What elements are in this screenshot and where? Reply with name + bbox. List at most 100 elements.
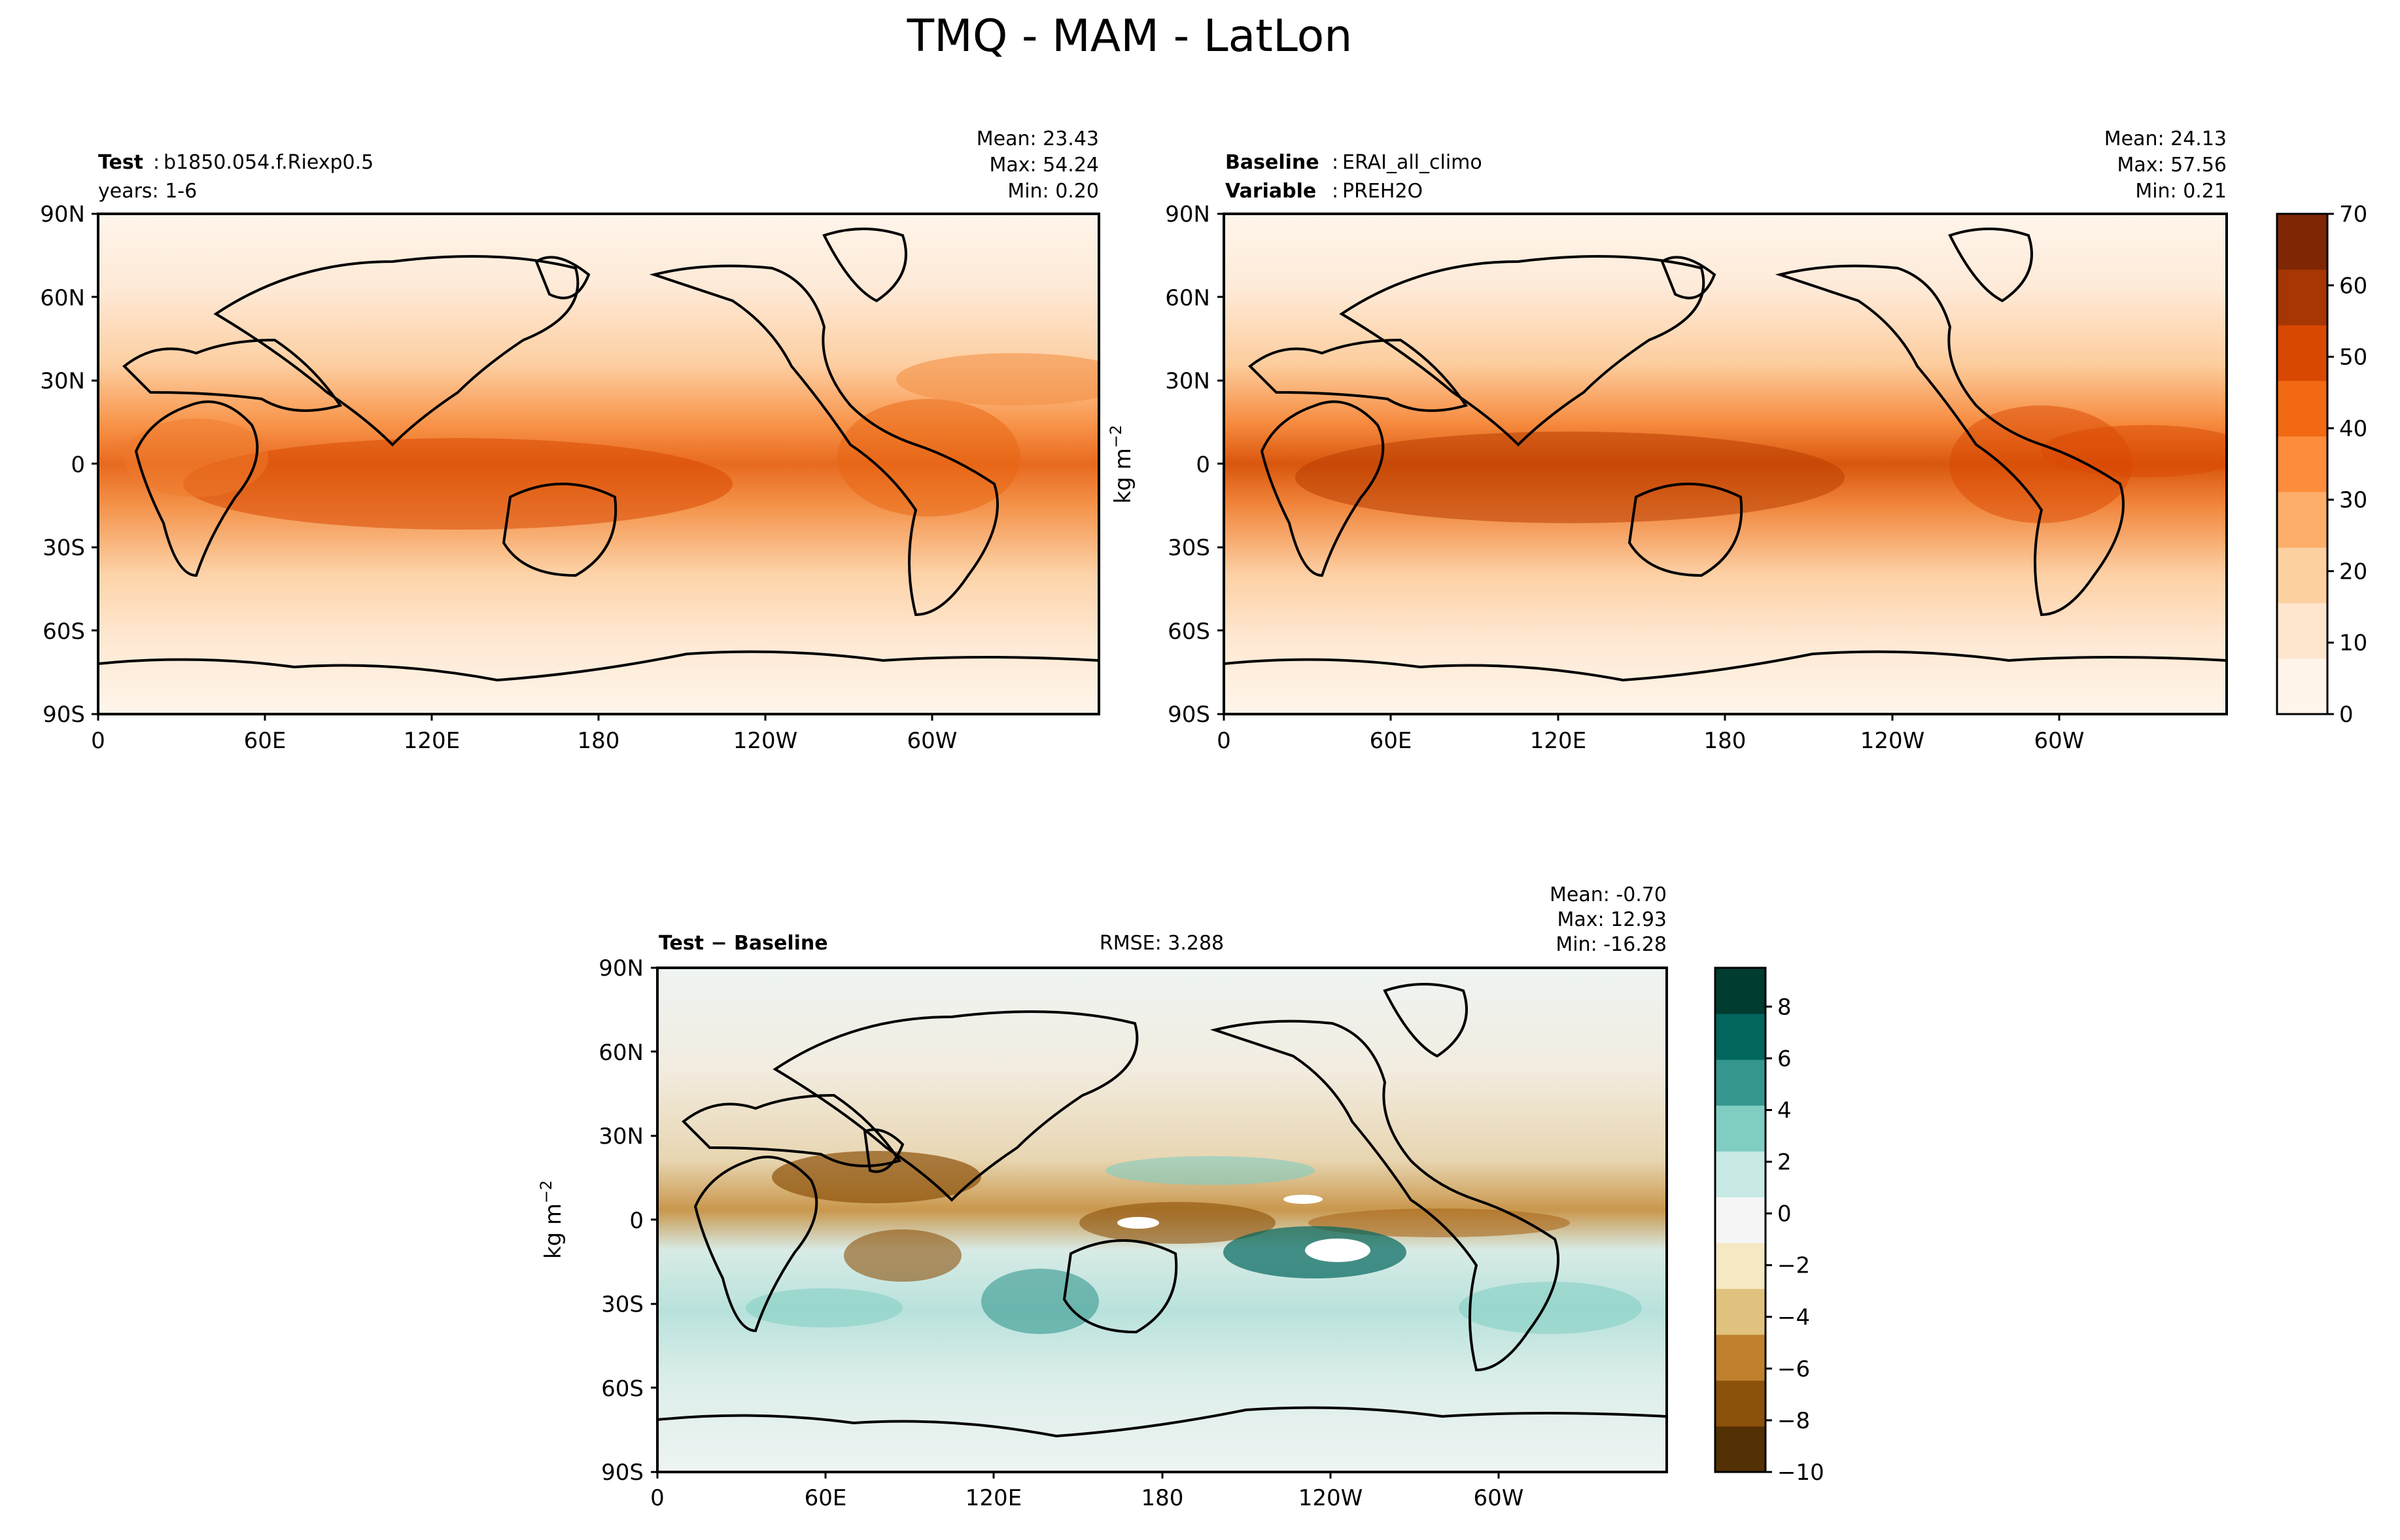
orange-colorbar-tick-label: 20: [2339, 558, 2367, 585]
test-min: Min: 0.20: [1007, 180, 1099, 203]
baseline-mean: Mean: 24.13: [2104, 128, 2227, 150]
diverging-colorbar-tick-label: 8: [1777, 994, 1792, 1020]
baseline-ylabel: kg m−2: [1107, 425, 1136, 504]
diverging-colorbar-band: [1715, 1242, 1765, 1290]
diverging-colorbar-tick-label: −6: [1777, 1356, 1810, 1382]
diverging-colorbar-tick-label: 6: [1777, 1046, 1792, 1072]
baseline-map-field: [1224, 214, 2227, 714]
variable-label-bold: Variable: [1225, 180, 1316, 203]
test-label-bold: Test: [98, 151, 143, 174]
test-ytick: 60N: [40, 285, 85, 311]
test-y-ticks: 90N 60N 30N 0 30S 60S 90S: [40, 201, 85, 728]
diverging-colorbar-band: [1715, 1288, 1765, 1335]
difference-label: Test − Baseline: [659, 932, 828, 955]
baseline-ytick: 90N: [1165, 201, 1210, 228]
difference-ytick: 60S: [601, 1376, 644, 1402]
diverging-colorbar-ticks: 8 6 4 2 0 −2 −4 −6 −8 −10: [1765, 994, 1824, 1486]
diverging-colorbar-band: [1715, 1334, 1765, 1381]
diverging-colorbar-band: [1715, 1059, 1765, 1106]
difference-ytick: 90S: [601, 1460, 644, 1486]
difference-ylabel-sup: −2: [537, 1180, 555, 1203]
difference-ytick: 30N: [599, 1123, 644, 1150]
diverging-colorbar-tick-label: 4: [1777, 1097, 1792, 1123]
figure-title: TMQ - MAM - LatLon: [907, 10, 1353, 62]
diverging-colorbar-band: [1715, 1197, 1765, 1244]
diverging-colorbar-tick-label: 2: [1777, 1150, 1792, 1176]
difference-xtick: 120E: [965, 1485, 1022, 1511]
orange-colorbar-band: [2277, 325, 2327, 381]
baseline-ytick: 60N: [1165, 285, 1210, 311]
orange-colorbar-tick-label: 30: [2339, 487, 2367, 513]
difference-x-ticks: 0 60E 120E 180 120W 60W: [650, 1485, 1523, 1511]
test-map-field: [98, 214, 1099, 714]
difference-xtick: 120W: [1298, 1485, 1363, 1511]
baseline-panel: Baseline : ERAI_all_climo Variable : PRE…: [1107, 128, 2228, 754]
diverging-colorbar-tick-label: −4: [1777, 1305, 1810, 1331]
baseline-x-ticks: 0 60E 120E 180 120W 60W: [1217, 728, 2084, 754]
variable-label-colon: :: [1332, 180, 1338, 203]
test-mean: Mean: 23.43: [977, 128, 1099, 150]
baseline-ytick: 0: [1196, 452, 1210, 478]
test-ytick: 0: [71, 452, 85, 478]
orange-colorbar-tick-label: 50: [2339, 345, 2367, 371]
diverging-colorbar: 8 6 4 2 0 −2 −4 −6 −8 −10: [1714, 967, 1824, 1486]
rmse-label: RMSE: 3.288: [1100, 932, 1224, 955]
baseline-xtick: 60W: [2034, 728, 2085, 754]
difference-ylabel: kg m−2: [537, 1180, 566, 1259]
orange-colorbar-band: [2277, 492, 2327, 548]
diverging-colorbar-tick-label: −2: [1777, 1253, 1810, 1279]
orange-colorbar: 0 10 20 30 40 50 60 70: [2276, 201, 2367, 728]
test-x-ticks: 0 60E 120E 180 120W 60W: [91, 728, 957, 754]
test-xtick: 120E: [404, 728, 460, 754]
diverging-colorbar-band: [1715, 1151, 1765, 1197]
baseline-y-ticks: 90N 60N 30N 0 30S 60S 90S: [1165, 201, 1210, 728]
baseline-label-colon: :: [1332, 151, 1338, 174]
orange-colorbar-band: [2277, 547, 2327, 604]
test-years: years: 1-6: [98, 180, 197, 203]
baseline-ytick: 90S: [1168, 702, 1210, 728]
diverging-colorbar-band: [1715, 1380, 1765, 1427]
orange-colorbar-band: [2277, 214, 2327, 270]
test-xtick: 60W: [907, 728, 958, 754]
difference-ytick: 0: [629, 1208, 644, 1234]
diverging-colorbar-tick-label: −8: [1777, 1408, 1810, 1434]
orange-colorbar-tick-label: 10: [2339, 630, 2367, 657]
difference-xtick: 0: [650, 1485, 665, 1511]
orange-colorbar-band: [2277, 269, 2327, 326]
test-ytick: 30N: [40, 368, 85, 394]
diverging-colorbar-tick-label: −10: [1777, 1460, 1824, 1486]
difference-max: Max: 12.93: [1557, 908, 1667, 931]
baseline-ytick: 60S: [1168, 619, 1210, 645]
orange-colorbar-bands: [2277, 214, 2327, 715]
test-xtick: 0: [91, 728, 105, 754]
difference-xtick: 60E: [805, 1485, 847, 1511]
difference-ytick: 30S: [601, 1292, 644, 1318]
baseline-ytick: 30S: [1168, 535, 1210, 561]
test-xtick: 60E: [244, 728, 287, 754]
orange-colorbar-band: [2277, 436, 2327, 492]
baseline-case-name: ERAI_all_climo: [1342, 151, 1482, 174]
test-ytick: 90N: [40, 201, 85, 228]
test-ytick: 90S: [43, 702, 85, 728]
orange-colorbar-ticks: 0 10 20 30 40 50 60 70: [2327, 201, 2367, 728]
diverging-colorbar-tick-label: 0: [1777, 1201, 1792, 1227]
difference-mean: Mean: -0.70: [1550, 883, 1667, 906]
baseline-ytick: 30N: [1165, 368, 1210, 394]
diverging-colorbar-band: [1715, 1014, 1765, 1060]
orange-colorbar-frame: [2276, 213, 2329, 715]
diverging-colorbar-frame: [1714, 967, 1767, 1473]
orange-colorbar-band: [2277, 659, 2327, 715]
baseline-xtick: 120E: [1530, 728, 1586, 754]
baseline-xtick: 120W: [1860, 728, 1925, 754]
baseline-min: Min: 0.21: [2135, 180, 2227, 203]
test-ytick: 60S: [43, 619, 85, 645]
difference-xtick: 180: [1141, 1485, 1184, 1511]
diverging-colorbar-bands: [1715, 968, 1765, 1473]
baseline-label-bold: Baseline: [1225, 151, 1319, 174]
diverging-colorbar-band: [1715, 1426, 1765, 1473]
baseline-xtick: 180: [1704, 728, 1747, 754]
difference-ytick: 90N: [599, 955, 644, 982]
baseline-max: Max: 57.56: [2117, 154, 2227, 177]
difference-ylabel-text: kg m: [540, 1203, 566, 1259]
